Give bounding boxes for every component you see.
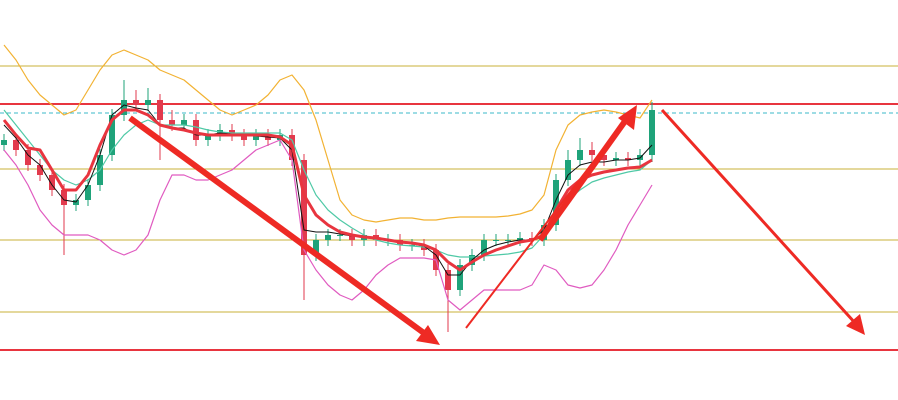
candle-body	[1, 140, 7, 145]
candle-body	[253, 135, 259, 140]
candle-body	[457, 265, 463, 290]
candle-body	[517, 238, 523, 240]
candle-body	[553, 180, 559, 225]
candle-body	[589, 150, 595, 155]
candle-body	[205, 135, 211, 140]
candle-body	[349, 235, 355, 240]
down-arrow-head	[416, 325, 440, 345]
candle-body	[169, 120, 175, 125]
down-arrow-shaft	[128, 115, 430, 339]
trend-arrows	[128, 105, 865, 345]
candle-body	[577, 150, 583, 160]
candle-body	[133, 100, 139, 105]
candle-body	[13, 140, 19, 150]
candle-body	[193, 120, 199, 140]
candle-body	[565, 160, 571, 180]
candle-body	[337, 235, 343, 236]
up-arrow-head	[618, 105, 637, 130]
forecast-arrow-head	[846, 314, 865, 335]
forecast-arrow-shaft	[660, 108, 858, 326]
candle-body	[649, 110, 655, 155]
candle-body	[157, 100, 163, 120]
candle-body	[37, 165, 43, 175]
indicator-line	[3, 44, 653, 223]
candle-body	[241, 135, 247, 140]
candle-body	[25, 150, 31, 165]
candle-body	[121, 100, 127, 115]
candle-body	[313, 240, 319, 255]
candle-body	[625, 158, 631, 160]
candle-body	[109, 115, 115, 155]
candle-body	[601, 155, 607, 160]
candle-body	[301, 160, 307, 255]
up-arrow-shaft	[537, 115, 631, 242]
candle-body	[325, 235, 331, 240]
candle-body	[481, 240, 487, 255]
candle-body	[505, 240, 511, 241]
indicator-line	[3, 139, 653, 311]
candles	[1, 80, 655, 332]
candle-body	[85, 185, 91, 200]
candle-body	[145, 100, 151, 105]
candle-body	[49, 175, 55, 190]
candle-body	[445, 270, 451, 290]
candle-body	[61, 190, 67, 205]
candle-body	[613, 158, 619, 160]
candle-body	[493, 240, 499, 241]
candle-body	[181, 120, 187, 125]
